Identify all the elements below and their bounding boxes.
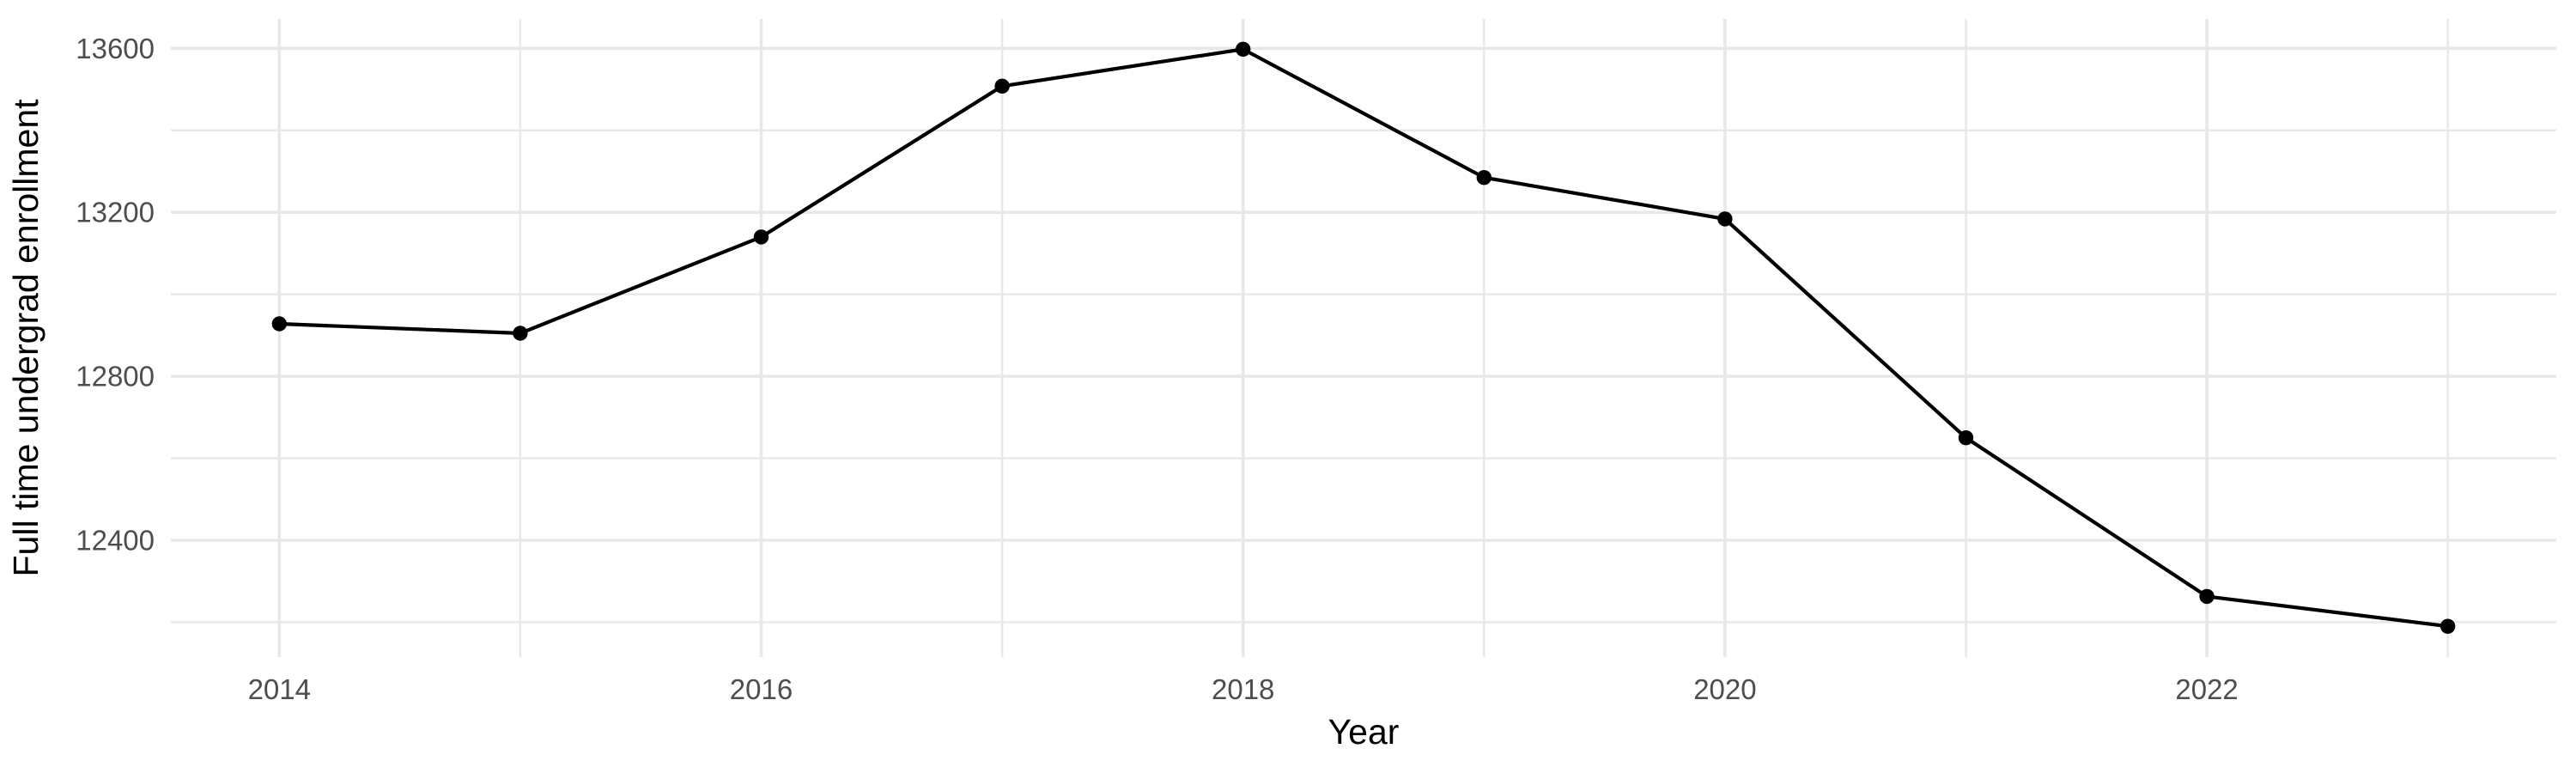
x-axis-title: Year [1328, 712, 1400, 752]
data-point [1236, 41, 1251, 57]
data-point [513, 326, 528, 341]
x-tick-label: 2022 [2175, 673, 2238, 705]
x-tick-label: 2014 [248, 673, 311, 705]
data-point [271, 316, 287, 332]
data-points [271, 41, 2456, 634]
x-tick-label: 2016 [730, 673, 793, 705]
data-point [1958, 430, 1974, 446]
x-tick-label: 2018 [1212, 673, 1274, 705]
y-axis-tick-labels: 12400 12800 13200 13600 [76, 33, 155, 557]
y-tick-label: 13600 [76, 33, 155, 64]
data-point [994, 78, 1010, 94]
major-gridlines [171, 19, 2556, 657]
y-tick-label: 13200 [76, 197, 155, 228]
x-axis-tick-labels: 2014 2016 2018 2020 2022 [248, 673, 2239, 705]
y-axis-title: Full time undergrad enrollment [6, 99, 46, 577]
data-point [1476, 170, 1492, 186]
y-tick-label: 12400 [76, 525, 155, 557]
data-point [753, 229, 769, 245]
data-point [2440, 618, 2456, 634]
data-point [1717, 211, 1733, 227]
x-tick-label: 2020 [1693, 673, 1756, 705]
enrollment-series-line [277, 47, 2450, 629]
data-point [2199, 588, 2215, 605]
y-tick-label: 12800 [76, 361, 155, 393]
